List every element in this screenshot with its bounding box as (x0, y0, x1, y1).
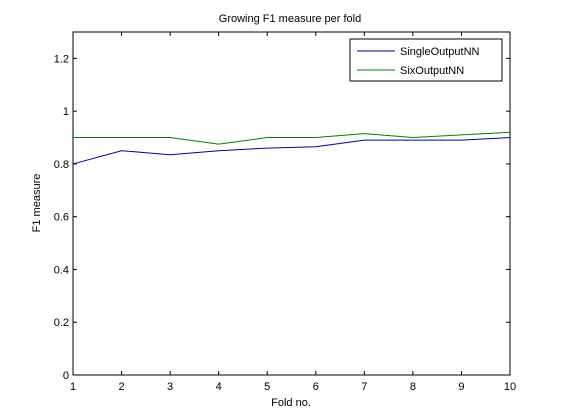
x-axis-label: Fold no. (271, 397, 311, 409)
y-axis-label: F1 measure (31, 174, 43, 233)
legend: SingleOutputNN SixOutputNN (349, 38, 503, 82)
plot-area (72, 31, 511, 376)
x-tick-label: 10 (504, 381, 516, 393)
x-tick-label: 9 (458, 381, 464, 393)
x-tick-label: 8 (410, 381, 416, 393)
x-tick-label: 2 (118, 381, 124, 393)
chart-title: Growing F1 measure per fold (219, 13, 361, 25)
series-line-singleoutputnn (72, 137, 511, 165)
x-tick-label: 5 (264, 381, 270, 393)
x-tick-label: 6 (313, 381, 319, 393)
x-tick-label: 3 (167, 381, 173, 393)
y-axis: 0 0.2 0.4 0.6 0.8 1 1.2 (54, 53, 510, 382)
y-tick-label: 0.4 (54, 264, 69, 276)
y-tick-label: 0.8 (54, 159, 69, 171)
series-line-sixoutputnn (73, 131, 511, 145)
x-axis: 1 2 3 4 5 6 7 8 9 10 (70, 32, 516, 393)
legend-label: SingleOutputNN (400, 46, 480, 58)
legend-label: SixOutputNN (400, 65, 464, 77)
x-tick-label: 1 (70, 381, 76, 393)
y-tick-label: 0.2 (54, 317, 69, 329)
legend-box (349, 38, 503, 82)
x-tick-label: 4 (216, 381, 222, 393)
y-tick-label: 0 (63, 370, 69, 382)
x-tick-label: 7 (361, 381, 367, 393)
series-lines (72, 131, 511, 165)
y-tick-label: 1 (63, 106, 69, 118)
y-tick-label: 0.6 (54, 212, 69, 224)
y-tick-label: 1.2 (54, 53, 69, 65)
